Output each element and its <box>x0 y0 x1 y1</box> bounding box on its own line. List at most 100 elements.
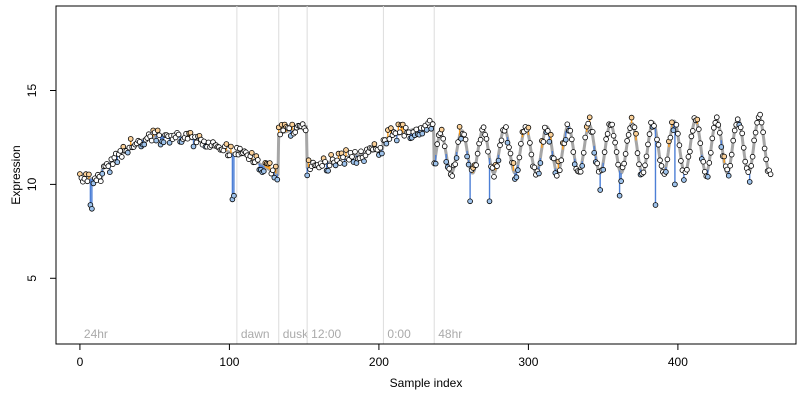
data-point <box>231 192 237 199</box>
x-axis: 0 100 200 300 400 <box>77 343 688 369</box>
data-point <box>175 131 182 138</box>
data-point <box>105 163 112 169</box>
data-point <box>228 143 234 150</box>
data-point <box>695 126 702 132</box>
data-point <box>645 141 651 148</box>
data-point <box>396 129 403 136</box>
x-tick-label: 200 <box>369 355 389 369</box>
data-point <box>737 124 744 131</box>
data-point <box>601 149 608 155</box>
data-point <box>718 144 725 150</box>
data-point <box>190 143 197 150</box>
data-point <box>458 136 464 142</box>
data-point <box>625 132 632 138</box>
data-point <box>673 122 680 128</box>
data-point <box>125 149 131 156</box>
data-point <box>434 141 441 147</box>
data-point <box>289 121 296 128</box>
data-point <box>426 117 433 124</box>
data-point <box>84 178 91 185</box>
data-point <box>544 128 551 134</box>
data-point <box>518 141 524 147</box>
data-point <box>443 159 450 165</box>
data-point <box>746 179 753 185</box>
data-point <box>274 176 281 183</box>
data-point <box>709 135 716 142</box>
data-point <box>141 141 148 148</box>
data-point <box>763 156 769 163</box>
data-point <box>452 161 459 168</box>
data-point <box>564 121 571 128</box>
data-point <box>419 130 426 137</box>
x-tick-label: 0 <box>77 355 84 369</box>
data-point <box>582 134 588 141</box>
data-point <box>156 132 163 139</box>
data-point <box>286 125 293 132</box>
data-point <box>540 139 547 145</box>
data-point <box>646 131 653 137</box>
x-tick-label: 100 <box>219 355 239 369</box>
data-point <box>343 147 349 153</box>
data-point <box>678 158 684 164</box>
data-point <box>651 123 657 129</box>
data-point <box>494 163 500 169</box>
marker-label: dawn <box>241 327 270 341</box>
data-point <box>688 133 695 140</box>
data-point <box>643 153 650 160</box>
data-point <box>503 124 509 130</box>
data-point <box>269 167 276 174</box>
marker-label: 12:00 <box>311 327 341 341</box>
data-point <box>480 124 487 130</box>
y-axis: 5 10 15 <box>25 84 57 282</box>
data-point <box>328 152 334 158</box>
data-point <box>525 124 532 131</box>
data-point <box>515 167 521 173</box>
data-point <box>739 130 745 137</box>
data-point <box>730 137 736 144</box>
data-point <box>127 136 134 142</box>
data-point <box>728 151 735 158</box>
data-point <box>440 135 447 142</box>
data-point <box>767 171 774 178</box>
data-point <box>537 160 544 166</box>
x-axis-title: Sample index <box>390 376 463 390</box>
marker-label: 48hr <box>438 327 462 341</box>
data-point <box>260 168 267 175</box>
data-point <box>467 198 473 205</box>
data-point <box>571 161 578 168</box>
data-point <box>114 159 121 165</box>
data-point <box>724 166 730 173</box>
data-point <box>322 159 328 165</box>
data-point <box>594 160 600 167</box>
data-point <box>734 116 741 122</box>
data-point <box>461 131 467 138</box>
data-point <box>707 150 714 156</box>
data-point <box>761 145 768 152</box>
data-point <box>446 166 453 172</box>
y-tick-label: 15 <box>25 84 39 98</box>
data-point <box>362 152 369 159</box>
marker-label: 0:00 <box>387 327 411 341</box>
data-point <box>628 114 635 121</box>
data-point <box>528 151 535 158</box>
data-point <box>119 154 125 160</box>
data-point <box>642 162 648 169</box>
data-point <box>706 160 713 166</box>
data-point <box>568 136 575 143</box>
data-point <box>160 139 167 146</box>
data-point <box>589 129 596 135</box>
data-point <box>464 153 470 160</box>
data-point <box>371 141 378 147</box>
data-point <box>760 129 766 136</box>
data-point <box>640 169 647 176</box>
data-point <box>486 198 493 205</box>
data-point <box>388 125 394 131</box>
marker-label: dusk <box>283 327 309 341</box>
data-point <box>550 155 557 162</box>
data-point <box>361 158 367 165</box>
data-point <box>715 122 722 128</box>
data-point <box>272 163 279 170</box>
data-point <box>710 125 717 131</box>
data-point <box>613 149 620 155</box>
